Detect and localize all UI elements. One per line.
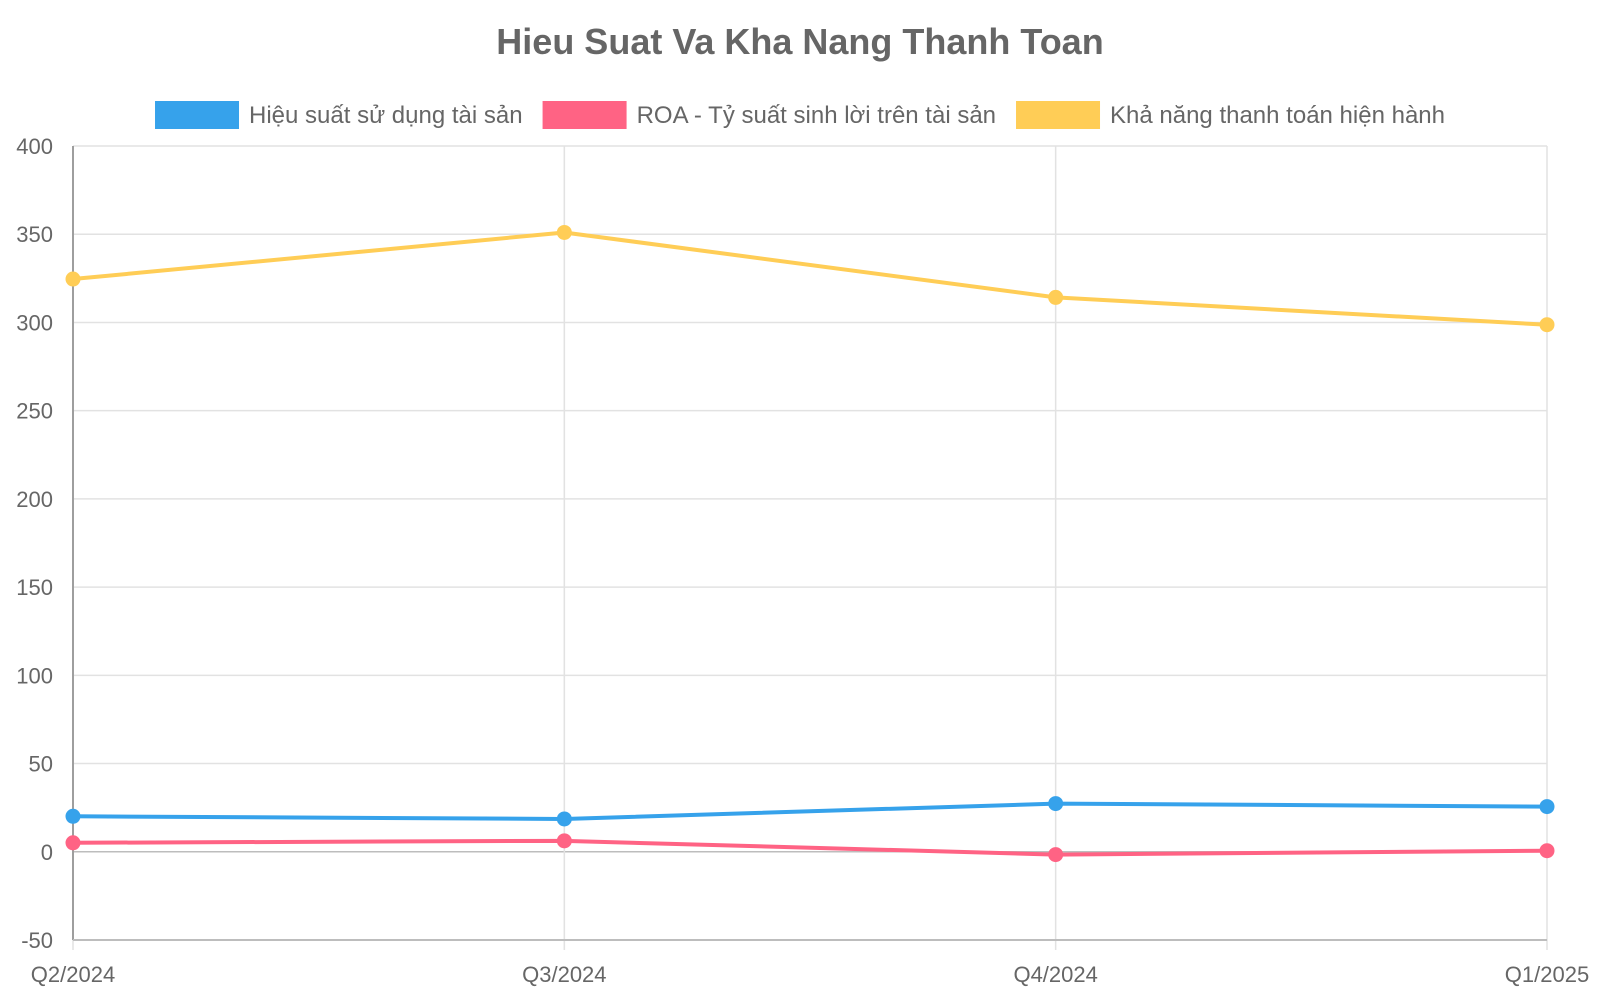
data-point[interactable] — [1048, 289, 1064, 305]
y-tick-label: 300 — [16, 310, 53, 335]
legend-label: ROA - Tỷ suất sinh lời trên tài sản — [637, 102, 996, 129]
data-point[interactable] — [1539, 317, 1555, 333]
legend-item[interactable]: Hiệu suất sử dụng tài sản — [155, 101, 523, 129]
data-point[interactable] — [1048, 796, 1064, 812]
x-tick-label: Q1/2025 — [1505, 962, 1589, 987]
series-lines — [71, 230, 1549, 857]
legend-label: Khả năng thanh toán hiện hành — [1110, 102, 1445, 129]
series-points — [65, 224, 1555, 863]
legend: Hiệu suất sử dụng tài sản ROA - Tỷ suất s… — [155, 101, 1445, 129]
y-tick-label: 100 — [16, 663, 53, 688]
series-line-2 — [71, 230, 1549, 327]
data-point[interactable] — [65, 271, 81, 287]
legend-swatch — [1016, 101, 1101, 129]
legend-item[interactable]: Khả năng thanh toán hiện hành — [1016, 101, 1445, 129]
x-tick-label: Q2/2024 — [31, 962, 115, 987]
data-point[interactable] — [1539, 799, 1555, 815]
y-tick-label: 150 — [16, 575, 53, 600]
y-axis-ticks: -50 0 50 100 150 200 250 300 350 400 — [16, 134, 53, 953]
data-point[interactable] — [1539, 843, 1555, 859]
data-point[interactable] — [65, 835, 81, 851]
data-point[interactable] — [65, 808, 81, 824]
data-point[interactable] — [556, 224, 572, 240]
data-point[interactable] — [556, 811, 572, 827]
data-point[interactable] — [1048, 847, 1064, 863]
legend-item[interactable]: ROA - Tỷ suất sinh lời trên tài sản — [542, 101, 996, 129]
y-tick-label: 250 — [16, 399, 53, 424]
y-tick-label: 400 — [16, 134, 53, 159]
legend-swatch — [155, 101, 240, 129]
legend-label: Hiệu suất sử dụng tài sản — [249, 102, 523, 129]
y-gridlines — [73, 145, 1547, 941]
chart-title: Hieu Suat Va Kha Nang Thanh Toan — [496, 21, 1103, 62]
y-tick-label: 200 — [16, 487, 53, 512]
legend-swatch — [542, 101, 627, 129]
x-axis-ticks: Q2/2024 Q3/2024 Q4/2024 Q1/2025 — [31, 962, 1589, 987]
y-tick-label: -50 — [21, 928, 53, 953]
x-tick-label: Q3/2024 — [522, 962, 606, 987]
y-tick-label: 0 — [41, 840, 53, 865]
x-tick-label: Q4/2024 — [1013, 962, 1097, 987]
y-tick-label: 50 — [29, 752, 53, 777]
series-line-1 — [71, 838, 1549, 857]
y-tick-label: 350 — [16, 222, 53, 247]
data-point[interactable] — [556, 833, 572, 849]
series-line-0 — [71, 801, 1549, 821]
